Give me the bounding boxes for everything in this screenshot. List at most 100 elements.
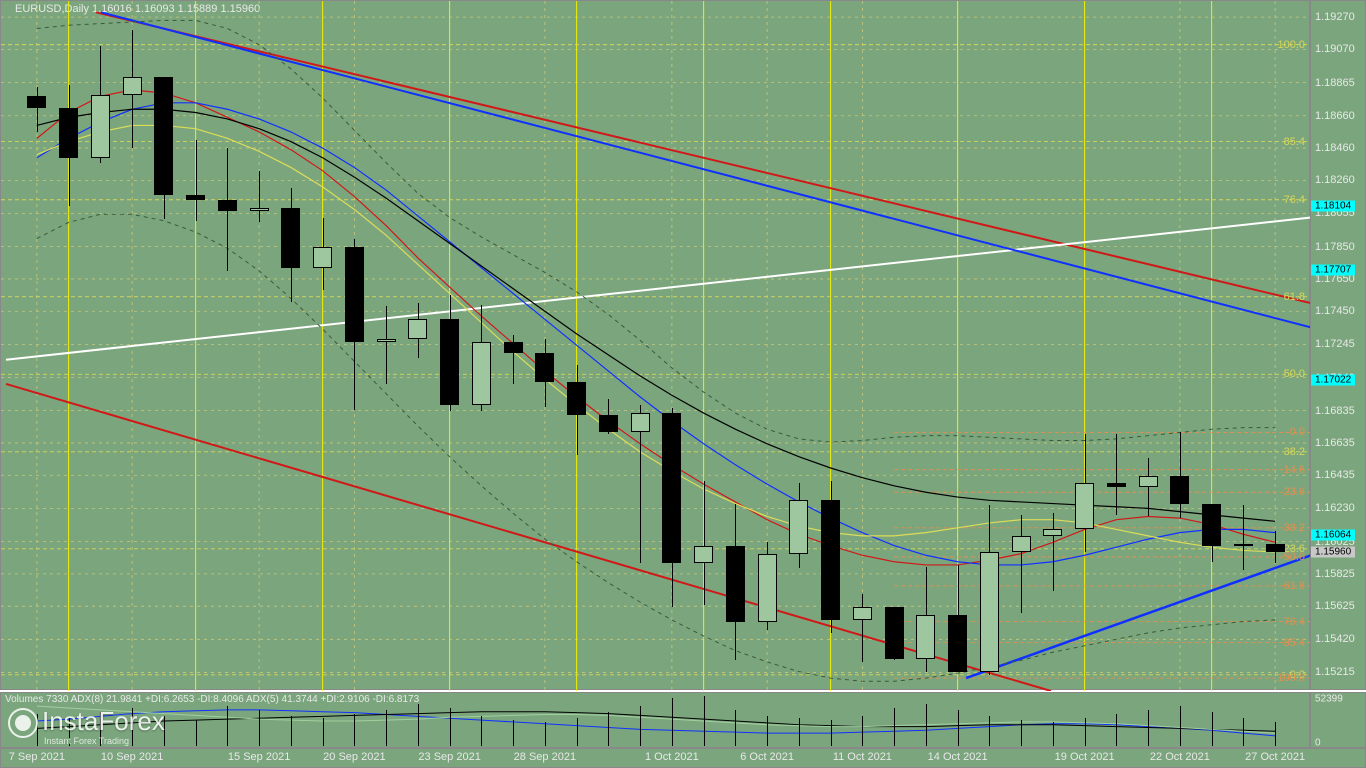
volume-bar	[862, 716, 863, 746]
candle-body[interactable]	[186, 195, 205, 200]
candle-body[interactable]	[1170, 476, 1189, 503]
time-tick: 10 Sep 2021	[101, 751, 163, 763]
fib-label-orange: 14.6	[1284, 464, 1305, 476]
volume-bar	[640, 706, 641, 746]
time-tick: 19 Oct 2021	[1055, 751, 1115, 763]
candle-body[interactable]	[853, 607, 872, 620]
volume-bar	[196, 720, 197, 746]
candle-body[interactable]	[1202, 504, 1221, 546]
volume-bar	[926, 704, 927, 746]
candle-body[interactable]	[440, 319, 459, 405]
price-tick: 1.17850	[1315, 241, 1355, 253]
volume-bar	[1085, 718, 1086, 746]
volume-bar	[259, 710, 260, 746]
candle-body[interactable]	[980, 552, 999, 672]
candle-body[interactable]	[1139, 476, 1158, 487]
volume-bar	[227, 706, 228, 746]
volume-bar	[704, 696, 705, 746]
time-tick: 6 Oct 2021	[740, 751, 794, 763]
candle-body[interactable]	[281, 208, 300, 268]
candle-body[interactable]	[154, 77, 173, 195]
candle-body[interactable]	[789, 500, 808, 553]
candle-wick	[862, 594, 863, 662]
volume-bar	[958, 710, 959, 746]
candle-body[interactable]	[567, 382, 586, 414]
candle-wick	[1243, 505, 1244, 570]
candle-wick	[196, 140, 197, 221]
candle-wick	[386, 306, 387, 384]
current-price-tag: 1.15960	[1311, 547, 1355, 558]
candle-body[interactable]	[885, 607, 904, 659]
price-tick: 1.18865	[1315, 77, 1355, 89]
fib-label-yellow: 38.2	[1284, 446, 1305, 458]
price-tick: 1.15215	[1315, 666, 1355, 678]
volume-bar	[481, 716, 482, 746]
candle-body[interactable]	[377, 339, 396, 342]
candle-body[interactable]	[59, 108, 78, 158]
volume-bar	[1243, 718, 1244, 746]
fib-label-orange: 61.8	[1284, 580, 1305, 592]
price-tick: 1.18260	[1315, 174, 1355, 186]
candle-body[interactable]	[662, 413, 681, 563]
candle-body[interactable]	[694, 546, 713, 564]
price-tick: 1.16635	[1315, 437, 1355, 449]
candle-body[interactable]	[535, 353, 554, 382]
price-tick: 1.15825	[1315, 568, 1355, 580]
candle-body[interactable]	[123, 77, 142, 95]
price-tick: 1.16835	[1315, 405, 1355, 417]
fib-label-yellow: 76.4	[1284, 194, 1305, 206]
candle-wick	[1021, 515, 1022, 614]
fib-label-orange: 50.0	[1284, 551, 1305, 563]
candle-body[interactable]	[758, 554, 777, 622]
candle-body[interactable]	[726, 546, 745, 622]
time-tick: 11 Oct 2021	[833, 751, 892, 763]
candle-body[interactable]	[250, 208, 269, 211]
indicator-axis: 523990	[1310, 692, 1366, 748]
price-tick: 1.17245	[1315, 338, 1355, 350]
volume-bar	[386, 710, 387, 746]
volume-bar	[799, 718, 800, 746]
candle-body[interactable]	[472, 342, 491, 405]
fib-label-yellow: 85.4	[1284, 136, 1305, 148]
time-tick: 22 Oct 2021	[1150, 751, 1210, 763]
candle-body[interactable]	[218, 200, 237, 211]
chart-title: EURUSD,Daily 1.16016 1.16093 1.15889 1.1…	[15, 3, 260, 15]
volume-bar	[608, 712, 609, 746]
volume-bar	[672, 698, 673, 746]
volume-bar	[1116, 714, 1117, 746]
candle-body[interactable]	[1012, 536, 1031, 552]
candle-body[interactable]	[948, 615, 967, 672]
indicator-plot-area[interactable]: Volumes 7330 ADX(8) 21.9841 +DI:6.2653 -…	[0, 692, 1310, 748]
time-tick: 27 Oct 2021	[1245, 751, 1305, 763]
fib-label-orange: 38.2	[1284, 522, 1305, 534]
candle-body[interactable]	[408, 319, 427, 338]
candle-body[interactable]	[599, 415, 618, 433]
candle-body[interactable]	[313, 247, 332, 268]
time-tick: 15 Sep 2021	[228, 751, 290, 763]
candle-body[interactable]	[1075, 483, 1094, 530]
candle-body[interactable]	[504, 342, 523, 353]
price-tick: 1.15625	[1315, 600, 1355, 612]
price-tick: 1.15420	[1315, 633, 1355, 645]
candle-body[interactable]	[631, 413, 650, 432]
fib-label-orange: 23.6	[1284, 486, 1305, 498]
candle-body[interactable]	[916, 615, 935, 659]
candle-body[interactable]	[345, 247, 364, 342]
volume-bar	[894, 708, 895, 746]
price-tick: 1.17450	[1315, 305, 1355, 317]
candle-body[interactable]	[1043, 529, 1062, 535]
volume-bar	[164, 716, 165, 746]
candle-body[interactable]	[91, 95, 110, 158]
candle-body[interactable]	[1266, 544, 1285, 552]
volume-bar	[1021, 720, 1022, 746]
candle-body[interactable]	[1107, 483, 1126, 488]
time-tick: 14 Oct 2021	[928, 751, 988, 763]
candle-body[interactable]	[1234, 544, 1253, 546]
volume-bar	[735, 710, 736, 746]
candle-body[interactable]	[27, 96, 46, 107]
price-marker: 1.17022	[1311, 375, 1355, 386]
volume-bar	[291, 716, 292, 746]
price-plot-area[interactable]: EURUSD,Daily 1.16016 1.16093 1.15889 1.1…	[0, 0, 1310, 690]
candle-body[interactable]	[821, 500, 840, 620]
fib-label-orange: 0.0	[1290, 426, 1305, 438]
